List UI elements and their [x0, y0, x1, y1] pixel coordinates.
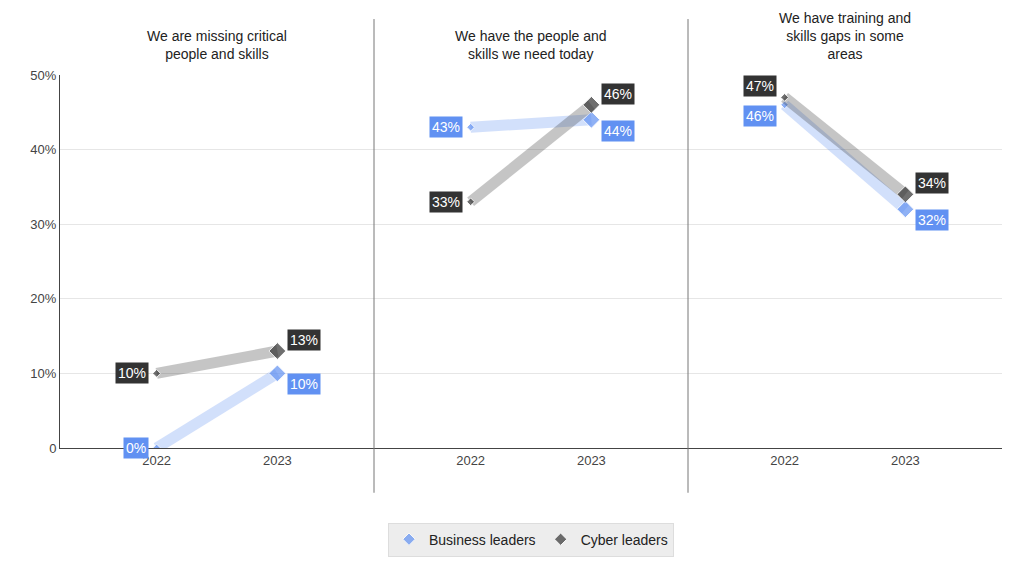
svg-text:We have the people andskills w: We have the people andskills we need tod… — [455, 28, 607, 62]
svg-text:2022: 2022 — [142, 453, 171, 468]
svg-text:10%: 10% — [118, 365, 146, 381]
svg-text:44%: 44% — [604, 123, 632, 139]
svg-text:13%: 13% — [290, 332, 318, 348]
svg-text:2023: 2023 — [577, 453, 606, 468]
svg-text:50%: 50% — [30, 68, 56, 83]
svg-text:0%: 0% — [126, 440, 146, 456]
svg-text:43%: 43% — [432, 119, 460, 135]
svg-text:We are missing criticalpeople: We are missing criticalpeople and skills — [147, 28, 287, 62]
svg-text:2022: 2022 — [770, 453, 799, 468]
svg-text:Cyber leaders: Cyber leaders — [581, 532, 668, 548]
svg-text:10%: 10% — [290, 376, 318, 392]
svg-text:34%: 34% — [918, 175, 946, 191]
svg-text:33%: 33% — [432, 194, 460, 210]
svg-text:46%: 46% — [746, 108, 774, 124]
svg-text:40%: 40% — [30, 142, 56, 157]
svg-text:32%: 32% — [918, 212, 946, 228]
svg-text:Business leaders: Business leaders — [429, 532, 536, 548]
svg-text:47%: 47% — [746, 78, 774, 94]
svg-text:46%: 46% — [604, 86, 632, 102]
svg-text:2023: 2023 — [263, 453, 292, 468]
svg-text:20%: 20% — [30, 291, 56, 306]
svg-text:30%: 30% — [30, 217, 56, 232]
svg-text:10%: 10% — [30, 366, 56, 381]
svg-text:0: 0 — [49, 441, 56, 456]
svg-text:2023: 2023 — [891, 453, 920, 468]
svg-text:We have training andskills gap: We have training andskills gaps in somea… — [779, 10, 911, 62]
svg-text:2022: 2022 — [456, 453, 485, 468]
